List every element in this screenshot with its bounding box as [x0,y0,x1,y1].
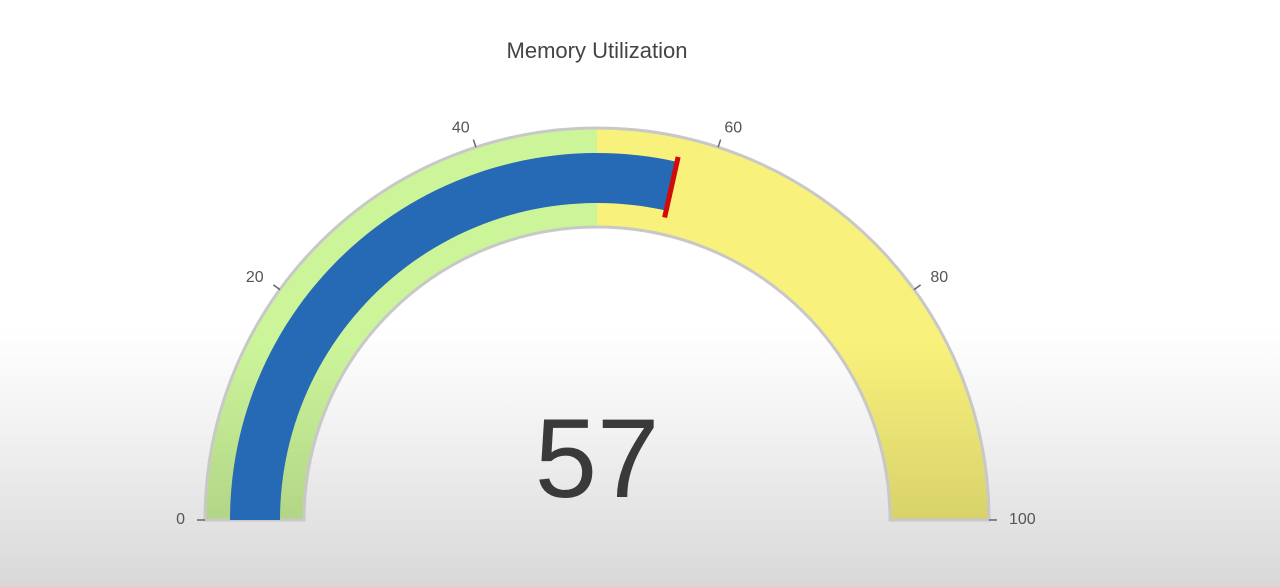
tick-label: 0 [176,511,185,528]
tick-mark [717,139,722,148]
tick-mark [272,284,281,291]
gauge-track-outline [203,126,991,522]
tick-label: 80 [930,269,948,286]
value-marker [662,156,681,219]
tick-label: 20 [246,269,264,286]
gauge-ticks: 0 20 40 60 80 100 [176,119,1036,528]
tick-label: 100 [1009,511,1036,528]
tick-label: 60 [724,119,742,136]
tick-label: 40 [452,119,470,136]
value-bar [230,153,678,520]
gauge-value-label: 57 [535,396,660,521]
chart-title: Memory Utilization [507,38,688,63]
tick-mark [913,284,922,291]
tick-mark [472,139,477,148]
